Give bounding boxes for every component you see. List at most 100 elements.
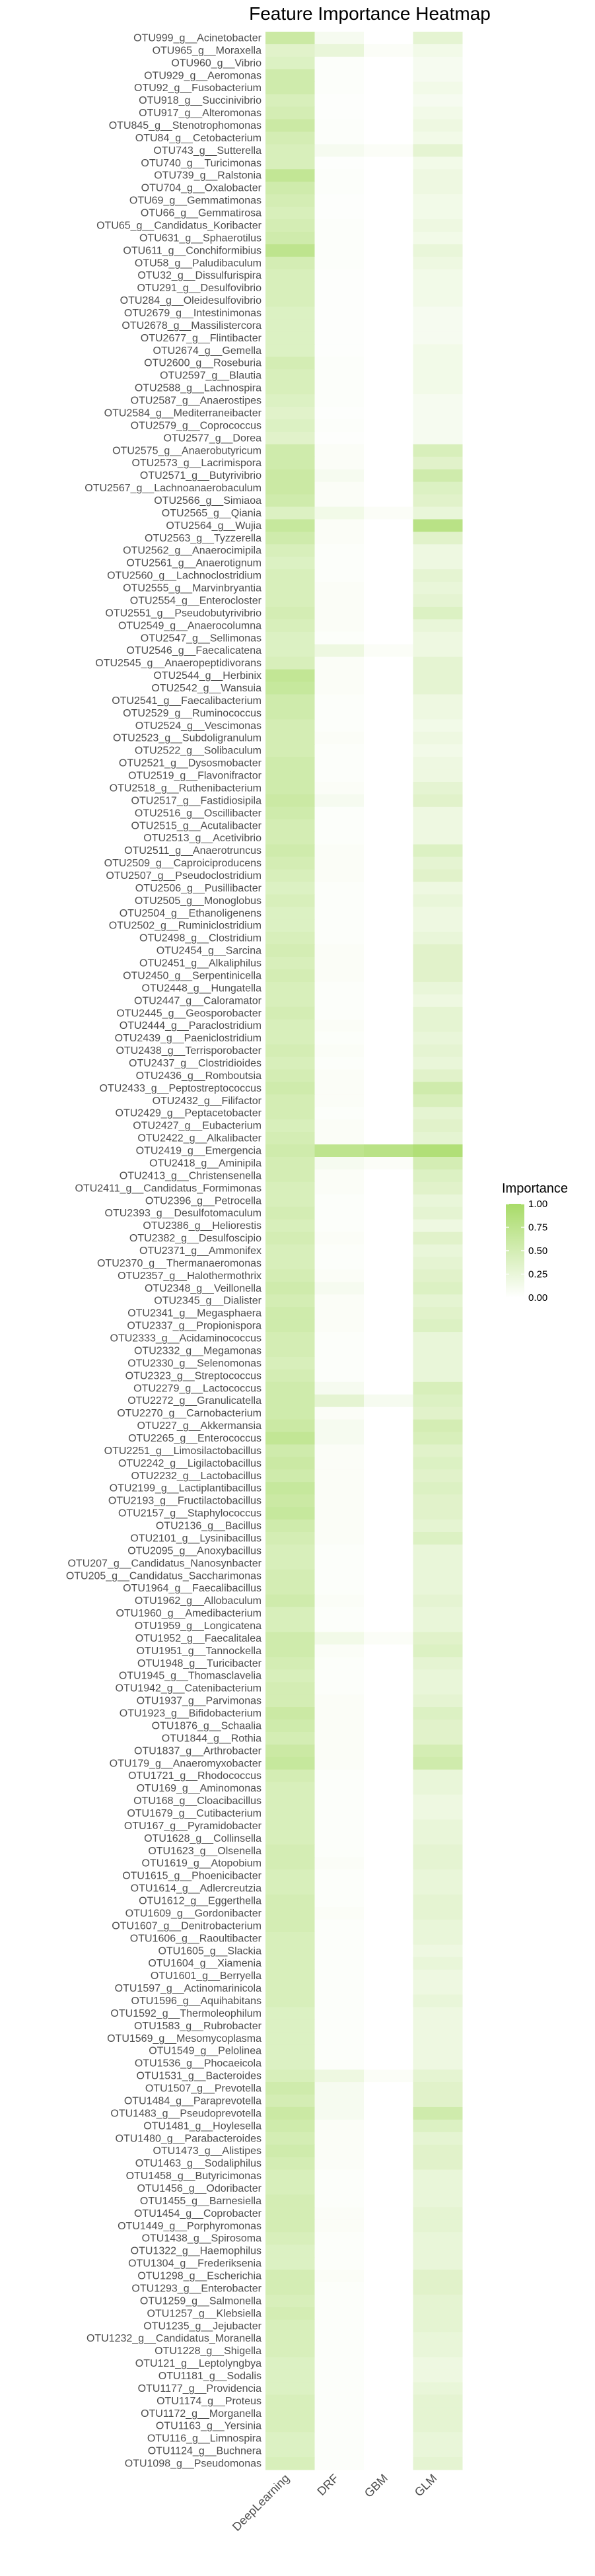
heatmap-cell	[265, 1519, 315, 1533]
heatmap-cell	[413, 794, 463, 808]
heatmap-cell	[413, 244, 463, 258]
heatmap-cell	[314, 544, 365, 557]
heatmap-cell	[364, 2057, 413, 2070]
heatmap-cell	[314, 656, 365, 670]
heatmap-cell	[265, 1569, 315, 1583]
heatmap-cell	[413, 407, 463, 420]
y-tick-label: OTU1923_g__Bifidobacterium	[120, 1708, 262, 1720]
heatmap-cell	[314, 194, 365, 207]
y-tick-label: OTU227_g__Akkermansia	[137, 1420, 262, 1432]
heatmap-cell	[314, 1919, 365, 1933]
y-tick-label: OTU2587_g__Anaerostipes	[131, 396, 262, 407]
heatmap-cell	[413, 344, 463, 357]
heatmap-cell	[413, 2257, 463, 2270]
heatmap-cell	[413, 1069, 463, 1082]
y-tick-label: OTU1124_g__Buchnera	[148, 2446, 262, 2457]
y-tick-label: OTU2573_g__Lacrimispora	[131, 458, 262, 469]
heatmap-cell	[314, 1932, 365, 1945]
heatmap-cell	[265, 606, 315, 620]
heatmap-cell	[265, 56, 315, 70]
heatmap-cell	[265, 1682, 315, 1695]
heatmap-cell	[413, 1919, 463, 1933]
legend-tick-label: 0.25	[528, 1269, 547, 1280]
y-tick-label: OTU2565_g__Qiania	[162, 508, 262, 519]
heatmap-cell	[413, 2369, 463, 2383]
heatmap-cell	[413, 2357, 463, 2371]
heatmap-cell	[265, 1832, 315, 1845]
heatmap-cell	[413, 2282, 463, 2295]
heatmap-cell	[314, 32, 365, 45]
heatmap-cell	[364, 569, 413, 582]
heatmap-cell	[413, 2132, 463, 2145]
heatmap-cell	[265, 219, 315, 232]
heatmap-cell	[265, 532, 315, 545]
heatmap-cell	[314, 1807, 365, 1820]
heatmap-cell	[413, 907, 463, 920]
heatmap-cell	[364, 1206, 413, 1220]
heatmap-cell	[265, 1644, 315, 1657]
heatmap-cell	[265, 1744, 315, 1758]
heatmap-cell	[314, 1157, 365, 1170]
heatmap-cell	[364, 119, 413, 132]
y-tick-label: OTU1449_g__Porphyromonas	[118, 2221, 262, 2232]
heatmap-cell	[314, 1294, 365, 1307]
heatmap-cell	[314, 594, 365, 608]
heatmap-cell	[364, 1457, 413, 1470]
heatmap-cell	[413, 1369, 463, 1383]
y-tick-label: OTU2436_g__Romboutsia	[136, 1070, 262, 1082]
heatmap-cell	[314, 394, 365, 407]
heatmap-cell	[364, 707, 413, 720]
heatmap-cell	[413, 2169, 463, 2183]
heatmap-cell	[314, 532, 365, 545]
y-tick-label: OTU2513_g__Acetivibrio	[143, 833, 262, 844]
y-tick-label: OTU2524_g__Vescimonas	[135, 720, 262, 732]
heatmap-cell	[265, 1556, 315, 1570]
heatmap-cell	[265, 2194, 315, 2208]
heatmap-cell	[364, 907, 413, 920]
heatmap-cell	[265, 1857, 315, 1870]
y-tick-label: OTU2437_g__Clostridioides	[129, 1058, 262, 1069]
heatmap-cell	[265, 806, 315, 820]
heatmap-cell	[364, 294, 413, 308]
heatmap-cell	[364, 2432, 413, 2445]
heatmap-cell	[265, 1757, 315, 1770]
heatmap-cell	[413, 1019, 463, 1033]
y-tick-label: OTU1322_g__Haemophilus	[131, 2246, 262, 2257]
heatmap-cell	[364, 81, 413, 95]
y-tick-label: OTU2357_g__Halothermothrix	[118, 1271, 262, 1282]
heatmap-cell	[364, 606, 413, 620]
heatmap-cell	[265, 757, 315, 770]
heatmap-cell	[364, 269, 413, 283]
y-tick-label: OTU1962_g__Allobaculum	[135, 1595, 262, 1607]
heatmap-cell	[265, 1895, 315, 1908]
heatmap-cell	[413, 2407, 463, 2420]
y-tick-label: OTU1837_g__Arthrobacter	[134, 1745, 262, 1757]
heatmap-cell	[314, 2332, 365, 2346]
heatmap-cell	[413, 669, 463, 683]
heatmap-cell	[413, 2119, 463, 2133]
heatmap-cell	[265, 1244, 315, 1257]
heatmap-cell	[314, 1282, 365, 1295]
heatmap-cell	[314, 994, 365, 1008]
y-tick-label: OTU2529_g__Ruminococcus	[123, 708, 262, 719]
heatmap-cell	[314, 2419, 365, 2433]
heatmap-cell	[314, 256, 365, 270]
heatmap-cell	[364, 2394, 413, 2408]
heatmap-cell	[364, 1832, 413, 1845]
y-tick-label: OTU2563_g__Tyzzerella	[145, 533, 262, 544]
heatmap-cell	[413, 2432, 463, 2445]
y-tick-label: OTU2393_g__Desulfotomaculum	[105, 1208, 262, 1219]
heatmap-cell	[265, 2032, 315, 2045]
y-tick-label: OTU1596_g__Aquihabitans	[131, 1996, 262, 2007]
heatmap-cell	[265, 269, 315, 283]
heatmap-cell	[314, 932, 365, 945]
y-tick-label: OTU1235_g__Jejubacter	[143, 2320, 262, 2332]
heatmap-cell	[413, 719, 463, 732]
heatmap-cell	[413, 331, 463, 345]
heatmap-cell	[265, 1094, 315, 1107]
heatmap-cell	[314, 506, 365, 520]
heatmap-cell	[413, 1407, 463, 1420]
heatmap-cell	[413, 1782, 463, 1795]
heatmap-cell	[265, 1332, 315, 1345]
heatmap-cell	[314, 2270, 365, 2283]
